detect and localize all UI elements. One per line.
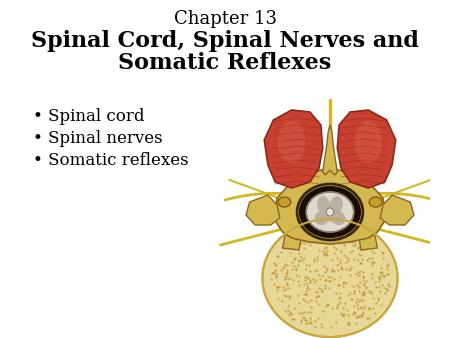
Text: Spinal Cord, Spinal Nerves and: Spinal Cord, Spinal Nerves and <box>31 30 419 52</box>
Polygon shape <box>357 230 378 250</box>
Text: • Somatic reflexes: • Somatic reflexes <box>33 152 189 169</box>
Polygon shape <box>283 230 302 250</box>
Ellipse shape <box>331 211 346 225</box>
Polygon shape <box>323 125 338 175</box>
Polygon shape <box>380 195 414 225</box>
Ellipse shape <box>369 197 382 207</box>
Text: Somatic Reflexes: Somatic Reflexes <box>118 52 332 74</box>
Polygon shape <box>338 110 396 188</box>
Ellipse shape <box>262 219 397 337</box>
Polygon shape <box>274 168 387 244</box>
Ellipse shape <box>278 121 306 163</box>
Circle shape <box>326 208 333 216</box>
Text: Chapter 13: Chapter 13 <box>174 10 276 28</box>
Ellipse shape <box>278 197 291 207</box>
Ellipse shape <box>315 211 329 225</box>
Ellipse shape <box>317 196 330 214</box>
Ellipse shape <box>355 121 382 163</box>
Polygon shape <box>246 195 280 225</box>
Text: • Spinal cord: • Spinal cord <box>33 108 145 125</box>
Ellipse shape <box>299 186 361 238</box>
Polygon shape <box>264 110 323 188</box>
Ellipse shape <box>330 196 343 214</box>
Text: • Spinal nerves: • Spinal nerves <box>33 130 163 147</box>
Ellipse shape <box>306 192 354 232</box>
Ellipse shape <box>325 202 334 222</box>
